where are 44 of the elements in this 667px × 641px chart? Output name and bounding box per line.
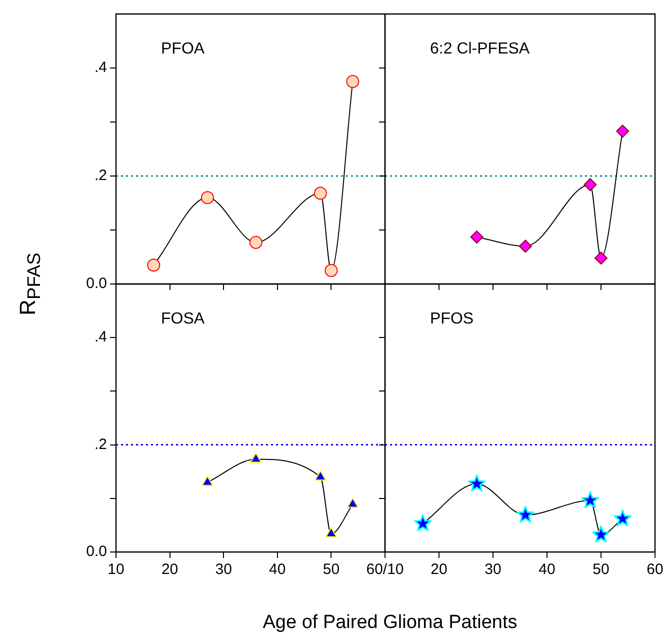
point <box>202 476 214 486</box>
x-tick-label: 60/10 <box>366 561 404 578</box>
point <box>468 474 486 492</box>
point <box>614 510 632 526</box>
x-tick-label: 50 <box>592 561 610 578</box>
point <box>594 252 608 265</box>
point <box>200 191 214 204</box>
point <box>324 264 338 277</box>
point <box>592 526 610 542</box>
point <box>516 506 534 523</box>
point <box>470 230 484 244</box>
point <box>250 452 262 463</box>
point <box>249 236 262 249</box>
y-tick-label: 0.0 <box>86 275 107 292</box>
x-tick-label: 20 <box>430 561 448 578</box>
text: FOSA <box>161 310 205 328</box>
point <box>414 514 432 532</box>
point <box>326 527 337 538</box>
point <box>616 124 630 138</box>
point <box>347 498 358 508</box>
y-tick-label: .4 <box>94 328 107 346</box>
x-tick-label: 40 <box>538 561 556 578</box>
text: PFOS <box>430 310 474 328</box>
x-tick-label: 30 <box>484 561 502 578</box>
y-tick-label: 0.0 <box>86 543 107 560</box>
x-tick-label: 30 <box>215 561 232 578</box>
x-tick-label: 50 <box>322 561 340 578</box>
y-tick-label: .2 <box>94 167 107 184</box>
x-tick-label: 10 <box>108 561 124 578</box>
x-axis-title: Age of Paired Glioma Patients <box>262 612 518 634</box>
point <box>584 178 597 192</box>
point <box>581 491 600 508</box>
point <box>147 258 160 272</box>
x-tick-label: 60 <box>646 561 664 578</box>
text: 6:2 Cl-PFESA <box>430 40 530 58</box>
point <box>518 240 532 253</box>
x-tick-label: 20 <box>161 561 178 578</box>
point <box>346 75 360 88</box>
y-tick-label: .4 <box>94 59 107 76</box>
text: PFOA <box>161 40 205 58</box>
point <box>314 186 327 200</box>
x-tick-label: 40 <box>269 561 286 578</box>
y-tick-label: .2 <box>94 436 107 453</box>
point <box>314 470 326 480</box>
